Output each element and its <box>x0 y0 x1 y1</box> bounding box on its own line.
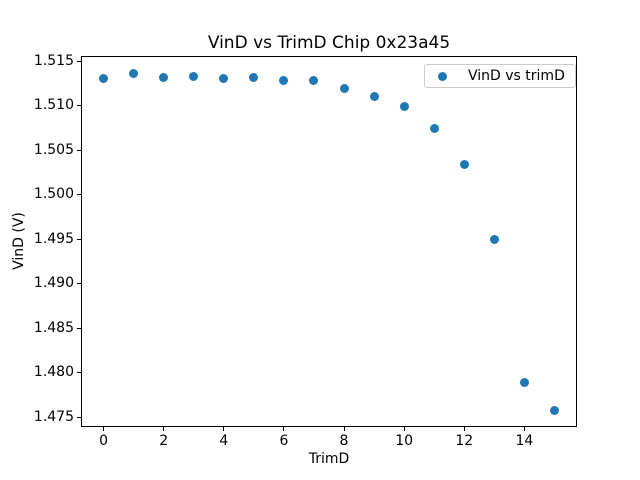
legend-marker-icon <box>438 71 447 81</box>
y-tick-mark <box>77 60 81 62</box>
scatter-point <box>159 72 169 82</box>
x-tick-label: 4 <box>219 433 229 449</box>
scatter-point <box>519 378 529 387</box>
x-tick-label: 2 <box>159 433 169 449</box>
plot-area <box>81 56 577 427</box>
scatter-point <box>339 83 349 93</box>
x-tick-mark <box>343 427 345 431</box>
y-tick-mark <box>77 194 81 196</box>
x-tick-mark <box>223 427 225 431</box>
scatter-point <box>189 71 199 81</box>
x-tick-mark <box>103 427 105 431</box>
legend: VinD vs trimD <box>424 64 576 88</box>
scatter-point <box>429 123 439 133</box>
legend-entry-label: VinD vs trimD <box>468 68 565 84</box>
chart-title: VinD vs TrimD Chip 0x23a45 <box>207 33 451 53</box>
y-tick-mark <box>77 238 81 240</box>
y-tick-mark <box>77 149 81 151</box>
scatter-point <box>129 69 139 79</box>
x-tick-label: 14 <box>515 433 534 449</box>
y-tick-mark <box>77 283 81 285</box>
x-tick-label: 12 <box>455 433 474 449</box>
scatter-point <box>279 76 289 86</box>
scatter-point <box>399 102 409 112</box>
y-tick-label: 1.510 <box>33 97 74 114</box>
scatter-point <box>249 72 259 82</box>
scatter-point <box>549 405 559 415</box>
x-tick-label: 0 <box>99 433 108 449</box>
y-tick-label: 1.515 <box>33 52 74 69</box>
scatter-point <box>369 92 379 102</box>
scatter-point <box>219 73 229 83</box>
x-axis-label: TrimD <box>308 451 350 467</box>
x-tick-label: 10 <box>395 433 414 449</box>
x-tick-label: 6 <box>279 433 289 449</box>
scatter-point <box>459 160 469 170</box>
x-tick-mark <box>523 427 525 431</box>
scatter-point <box>309 76 319 86</box>
y-axis-label: VinD (V) <box>11 212 27 270</box>
y-tick-mark <box>77 372 81 374</box>
scatter-point <box>99 73 109 83</box>
y-tick-mark <box>77 327 81 329</box>
y-tick-label: 1.485 <box>33 319 74 336</box>
y-tick-label: 1.495 <box>33 230 74 247</box>
x-tick-mark <box>403 427 405 431</box>
y-tick-label: 1.500 <box>33 186 74 203</box>
y-tick-mark <box>77 416 81 418</box>
x-tick-mark <box>283 427 285 431</box>
y-tick-label: 1.475 <box>33 408 74 425</box>
y-tick-label: 1.505 <box>33 141 74 158</box>
y-tick-label: 1.480 <box>33 364 74 381</box>
y-tick-mark <box>77 105 81 107</box>
x-tick-mark <box>163 427 165 431</box>
y-tick-label: 1.490 <box>33 275 74 292</box>
x-tick-mark <box>463 427 465 431</box>
scatter-point <box>489 234 499 244</box>
x-tick-label: 8 <box>339 433 349 449</box>
